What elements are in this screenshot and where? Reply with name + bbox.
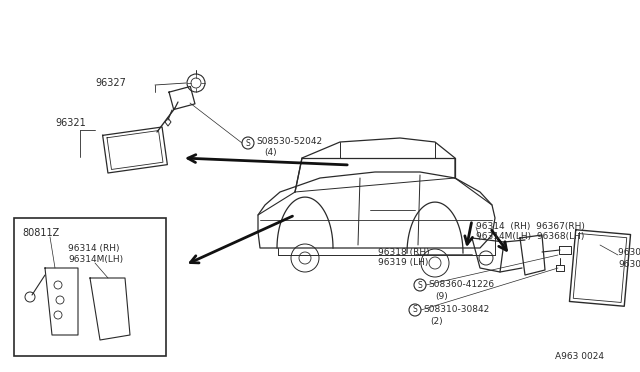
Text: S: S: [418, 280, 422, 289]
Text: S08310-30842: S08310-30842: [423, 305, 489, 314]
Text: (2): (2): [430, 317, 443, 326]
Text: S: S: [246, 138, 250, 148]
Text: 96314 (RH): 96314 (RH): [68, 244, 120, 253]
Text: 96321: 96321: [55, 118, 86, 128]
Bar: [14, 218, 166, 356]
Text: S: S: [413, 305, 417, 314]
Text: S08530-52042: S08530-52042: [256, 137, 322, 146]
Text: 96318 (RH): 96318 (RH): [378, 248, 429, 257]
Text: (4): (4): [264, 148, 276, 157]
Text: 96314M(LH)  96368(LH): 96314M(LH) 96368(LH): [476, 232, 584, 241]
Text: 96302M(LH): 96302M(LH): [618, 260, 640, 269]
Text: 96314M(LH): 96314M(LH): [68, 255, 123, 264]
Text: 96327: 96327: [95, 78, 126, 88]
Text: (9): (9): [435, 292, 448, 301]
Text: 80811Z: 80811Z: [22, 228, 60, 238]
Text: 96319 (LH): 96319 (LH): [378, 258, 428, 267]
Text: A963 0024: A963 0024: [555, 352, 604, 361]
Text: S08360-41226: S08360-41226: [428, 280, 494, 289]
Text: 96314  (RH)  96367(RH): 96314 (RH) 96367(RH): [476, 222, 585, 231]
Text: 96301M (RH): 96301M (RH): [618, 248, 640, 257]
